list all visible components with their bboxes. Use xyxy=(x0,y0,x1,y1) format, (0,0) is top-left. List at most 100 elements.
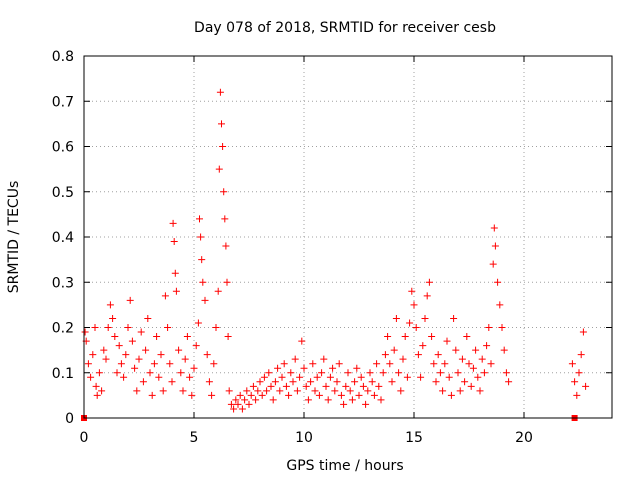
data-point xyxy=(318,369,326,377)
data-point xyxy=(307,378,315,386)
y-tick-label: 0.1 xyxy=(52,366,74,382)
data-point xyxy=(102,355,110,363)
data-point xyxy=(221,215,229,223)
data-point xyxy=(412,324,420,331)
y-tick-label: 0.2 xyxy=(52,321,74,337)
data-point xyxy=(287,369,295,377)
data-point xyxy=(335,360,343,368)
data-point xyxy=(359,382,367,390)
data-point xyxy=(366,369,374,377)
data-point xyxy=(205,378,213,386)
data-point xyxy=(430,360,438,368)
data-point xyxy=(298,337,306,345)
data-point xyxy=(194,319,202,327)
data-point xyxy=(355,391,363,399)
data-point xyxy=(357,373,365,381)
data-point xyxy=(87,373,95,381)
data-point xyxy=(401,333,409,341)
data-point xyxy=(256,378,264,386)
data-point xyxy=(168,378,176,386)
data-point xyxy=(410,301,418,309)
y-tick-label: 0.7 xyxy=(52,94,74,110)
data-point xyxy=(304,396,312,404)
data-point xyxy=(450,314,458,322)
x-tick-label: 20 xyxy=(515,430,533,446)
data-point xyxy=(139,378,147,386)
data-point xyxy=(100,346,108,354)
data-point xyxy=(222,242,230,250)
data-point xyxy=(333,378,341,386)
data-point xyxy=(500,346,508,354)
data-point xyxy=(203,351,211,359)
data-point xyxy=(467,382,475,390)
data-point xyxy=(155,373,163,381)
data-point xyxy=(157,351,165,359)
data-point xyxy=(340,400,348,408)
data-point xyxy=(313,373,321,381)
data-point xyxy=(296,373,304,381)
data-point xyxy=(386,360,394,368)
data-point xyxy=(243,387,251,395)
data-point xyxy=(254,387,262,395)
data-point xyxy=(171,269,179,277)
data-point xyxy=(218,120,225,128)
data-point xyxy=(289,378,297,386)
data-point xyxy=(434,351,442,359)
data-point xyxy=(169,219,177,227)
data-point xyxy=(142,346,150,354)
data-point xyxy=(397,387,405,395)
data-point xyxy=(215,165,223,173)
data-point xyxy=(95,369,103,377)
data-point xyxy=(461,378,469,386)
data-point xyxy=(84,360,92,368)
data-point xyxy=(469,364,477,372)
data-point xyxy=(89,351,97,359)
data-point xyxy=(392,314,400,322)
data-point xyxy=(247,391,255,399)
data-point xyxy=(384,333,392,341)
data-point xyxy=(111,333,119,341)
data-point xyxy=(348,396,356,404)
data-point xyxy=(232,396,240,404)
data-point xyxy=(425,278,433,286)
data-point xyxy=(113,369,121,377)
data-point xyxy=(183,333,191,341)
data-point xyxy=(293,387,301,395)
data-point xyxy=(219,143,227,150)
data-point xyxy=(81,328,89,336)
data-point xyxy=(575,369,583,377)
data-point xyxy=(271,378,279,386)
data-point xyxy=(260,373,268,381)
data-point xyxy=(223,278,231,286)
data-point xyxy=(148,391,156,399)
data-point xyxy=(498,324,506,331)
data-point xyxy=(225,387,233,395)
data-point xyxy=(263,387,271,395)
data-point xyxy=(249,382,257,390)
data-point xyxy=(196,215,203,223)
data-point xyxy=(234,400,242,408)
data-point xyxy=(135,355,143,363)
data-point xyxy=(280,360,288,368)
data-point xyxy=(337,391,345,399)
data-point xyxy=(265,369,273,377)
data-point xyxy=(487,360,495,368)
data-point xyxy=(408,287,416,295)
data-point xyxy=(309,360,317,368)
data-point xyxy=(395,369,403,377)
data-point xyxy=(406,319,414,327)
y-tick-label: 0.5 xyxy=(52,185,74,201)
data-point xyxy=(423,292,431,300)
data-point xyxy=(198,256,206,264)
data-point xyxy=(443,337,451,345)
data-point xyxy=(344,369,352,377)
data-point xyxy=(463,333,471,341)
data-point xyxy=(91,324,99,331)
y-tick-label: 0.3 xyxy=(52,275,74,291)
data-point xyxy=(278,373,286,381)
data-point xyxy=(224,333,232,341)
data-point xyxy=(490,224,498,232)
data-point xyxy=(104,324,112,331)
data-point xyxy=(190,364,198,372)
x-tick-label: 0 xyxy=(80,430,89,446)
